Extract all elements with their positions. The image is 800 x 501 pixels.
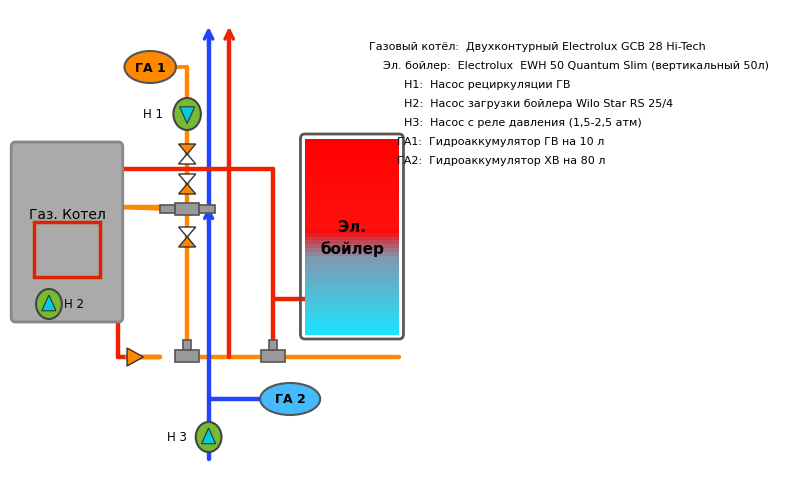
FancyBboxPatch shape [305, 155, 399, 160]
Polygon shape [178, 185, 196, 194]
Text: Н2:  Насос загрузки бойлера Wilo Star RS 25/4: Н2: Насос загрузки бойлера Wilo Star RS … [369, 99, 674, 109]
Polygon shape [178, 155, 196, 165]
Polygon shape [178, 175, 196, 185]
FancyBboxPatch shape [305, 319, 399, 324]
Polygon shape [178, 237, 196, 247]
FancyBboxPatch shape [305, 303, 399, 308]
FancyBboxPatch shape [305, 144, 399, 148]
FancyBboxPatch shape [175, 350, 199, 362]
FancyBboxPatch shape [305, 253, 399, 258]
FancyBboxPatch shape [305, 331, 399, 335]
Text: Эл.: Эл. [338, 219, 366, 234]
Text: Газ. Котел: Газ. Котел [29, 207, 106, 221]
FancyBboxPatch shape [305, 147, 399, 152]
Text: ГА 2: ГА 2 [274, 393, 306, 406]
FancyBboxPatch shape [305, 202, 399, 207]
Text: бойлер: бойлер [320, 241, 384, 257]
FancyBboxPatch shape [305, 210, 399, 214]
FancyBboxPatch shape [305, 233, 399, 238]
FancyBboxPatch shape [305, 288, 399, 293]
Text: Газовый котёл:  Двухконтурный Electrolux GCB 28 Hi-Tech: Газовый котёл: Двухконтурный Electrolux … [369, 42, 706, 52]
FancyBboxPatch shape [305, 292, 399, 297]
FancyBboxPatch shape [305, 159, 399, 164]
FancyBboxPatch shape [305, 213, 399, 218]
FancyBboxPatch shape [305, 248, 399, 254]
Circle shape [36, 290, 62, 319]
FancyBboxPatch shape [305, 229, 399, 234]
FancyBboxPatch shape [305, 175, 399, 180]
FancyBboxPatch shape [199, 205, 214, 213]
Text: ГА 1: ГА 1 [135, 62, 166, 74]
Text: ГА2:  Гидроаккумулятор ХВ на 80 л: ГА2: Гидроаккумулятор ХВ на 80 л [369, 156, 606, 166]
FancyBboxPatch shape [305, 311, 399, 316]
FancyBboxPatch shape [183, 340, 191, 350]
FancyBboxPatch shape [305, 182, 399, 187]
FancyBboxPatch shape [160, 205, 175, 213]
FancyBboxPatch shape [305, 323, 399, 328]
FancyBboxPatch shape [305, 163, 399, 168]
FancyBboxPatch shape [305, 268, 399, 273]
FancyBboxPatch shape [305, 261, 399, 265]
Polygon shape [178, 145, 196, 155]
FancyBboxPatch shape [305, 198, 399, 203]
FancyBboxPatch shape [305, 179, 399, 183]
FancyBboxPatch shape [269, 340, 278, 350]
FancyBboxPatch shape [305, 284, 399, 289]
FancyBboxPatch shape [305, 140, 399, 145]
Text: ГА1:  Гидроаккумулятор ГВ на 10 л: ГА1: Гидроаккумулятор ГВ на 10 л [369, 137, 604, 147]
FancyBboxPatch shape [305, 171, 399, 176]
FancyBboxPatch shape [305, 296, 399, 300]
Text: Эл. бойлер:  Electrolux  EWH 50 Quantum Slim (вертикальный 50л): Эл. бойлер: Electrolux EWH 50 Quantum Sl… [369, 61, 769, 71]
Text: Н 3: Н 3 [167, 431, 187, 443]
FancyBboxPatch shape [175, 203, 199, 215]
Text: Н 2: Н 2 [64, 298, 84, 311]
Text: Н 1: Н 1 [142, 108, 162, 121]
Text: Н3:  Насос с реле давления (1,5-2,5 атм): Н3: Насос с реле давления (1,5-2,5 атм) [369, 118, 642, 128]
FancyBboxPatch shape [305, 245, 399, 249]
Polygon shape [127, 348, 143, 366]
FancyBboxPatch shape [305, 264, 399, 269]
FancyBboxPatch shape [305, 276, 399, 281]
Polygon shape [178, 227, 196, 237]
FancyBboxPatch shape [305, 327, 399, 332]
FancyBboxPatch shape [305, 221, 399, 226]
FancyBboxPatch shape [305, 225, 399, 230]
Ellipse shape [260, 383, 320, 415]
Text: Н1:  Насос рециркуляции ГВ: Н1: Насос рециркуляции ГВ [369, 80, 570, 90]
FancyBboxPatch shape [305, 237, 399, 242]
FancyBboxPatch shape [305, 307, 399, 312]
Ellipse shape [125, 52, 176, 84]
FancyBboxPatch shape [305, 186, 399, 191]
FancyBboxPatch shape [305, 280, 399, 285]
FancyBboxPatch shape [305, 190, 399, 195]
FancyBboxPatch shape [305, 167, 399, 172]
FancyBboxPatch shape [305, 151, 399, 156]
Polygon shape [202, 428, 216, 444]
FancyBboxPatch shape [305, 206, 399, 211]
FancyBboxPatch shape [305, 299, 399, 304]
FancyBboxPatch shape [305, 217, 399, 222]
Polygon shape [42, 296, 56, 311]
FancyBboxPatch shape [11, 143, 122, 322]
FancyBboxPatch shape [305, 194, 399, 199]
Circle shape [196, 422, 222, 452]
FancyBboxPatch shape [305, 272, 399, 277]
FancyBboxPatch shape [305, 257, 399, 262]
FancyBboxPatch shape [261, 350, 285, 362]
Circle shape [174, 99, 201, 131]
FancyBboxPatch shape [305, 241, 399, 246]
FancyBboxPatch shape [305, 315, 399, 320]
Polygon shape [179, 108, 194, 124]
